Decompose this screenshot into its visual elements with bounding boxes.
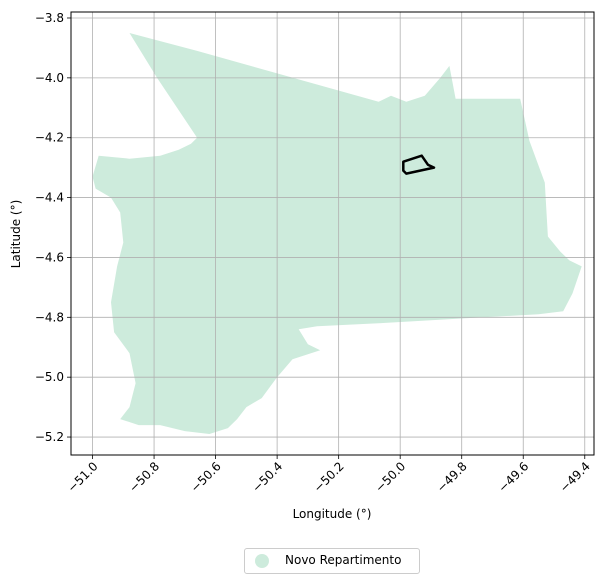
legend: Novo Repartimento bbox=[244, 548, 420, 574]
grid-lines bbox=[71, 12, 594, 455]
x-tick-label: −50.6 bbox=[188, 459, 224, 495]
x-axis-label: Longitude (°) bbox=[293, 507, 372, 521]
x-tick-label: −49.6 bbox=[495, 459, 531, 495]
municipality-region bbox=[92, 33, 582, 434]
y-axis-label: Latitude (°) bbox=[9, 200, 23, 269]
y-tick-label: −3.8 bbox=[35, 11, 64, 25]
y-tick-label: −4.2 bbox=[35, 131, 64, 145]
y-tick-label: −5.0 bbox=[35, 370, 64, 384]
plot-frame bbox=[70, 11, 595, 456]
legend-marker-icon bbox=[255, 554, 269, 568]
y-tick-label: −5.2 bbox=[35, 430, 64, 444]
x-tick-label: −51.0 bbox=[65, 459, 101, 495]
x-tick-label: −50.2 bbox=[311, 459, 347, 495]
y-tick-label: −4.0 bbox=[35, 71, 64, 85]
x-tick-label: −50.0 bbox=[372, 459, 408, 495]
y-tick-label: −4.4 bbox=[35, 191, 64, 205]
x-tick-label: −50.4 bbox=[249, 459, 285, 495]
legend-label: Novo Repartimento bbox=[285, 553, 402, 567]
highlight-outline bbox=[402, 154, 436, 175]
y-tick-label: −4.8 bbox=[35, 310, 64, 324]
x-tick-label: −50.8 bbox=[126, 459, 162, 495]
y-axis-ticks: −3.8 −4.0 −4.2 −4.4 −4.6 −4.8 −5.0 −5.2 bbox=[35, 11, 71, 444]
y-tick-label: −4.6 bbox=[35, 250, 64, 264]
x-tick-label: −49.4 bbox=[557, 459, 593, 495]
x-tick-label: −49.8 bbox=[434, 459, 470, 495]
x-axis-ticks: −51.0 −50.8 −50.6 −50.4 −50.2 −50.0 −49.8 −49.6… bbox=[65, 455, 593, 495]
